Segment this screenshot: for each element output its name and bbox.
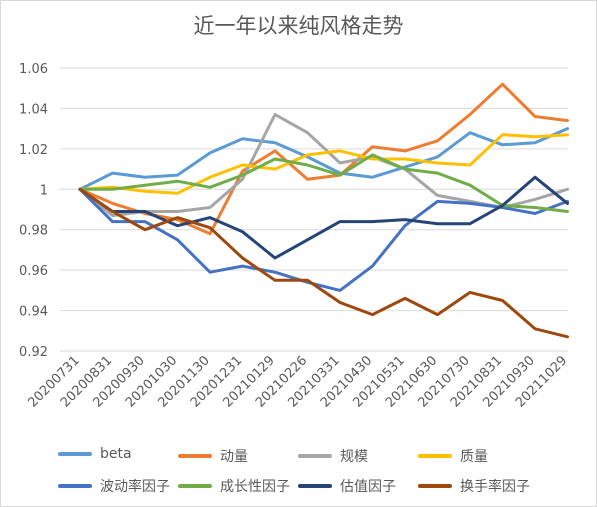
y-tick-label: 1	[40, 183, 48, 198]
legend-label: 动量	[220, 449, 248, 465]
legend-label: 波动率因子	[100, 479, 170, 495]
legend-item: beta	[58, 446, 132, 462]
legend-item: 估值因子	[298, 476, 396, 496]
line-chart: 0.920.940.960.9811.021.041.0620200731202…	[19, 62, 570, 411]
legend-item: 换手率因子	[418, 476, 530, 496]
legend-item: 规模	[298, 446, 368, 466]
legend-swatch	[58, 452, 92, 456]
series-line-7	[78, 175, 569, 260]
y-tick-label: 1.06	[19, 62, 48, 77]
legend-swatch	[178, 454, 212, 458]
series-line-1	[78, 127, 569, 191]
chart-title: 近一年以来纯风格走势	[193, 14, 404, 38]
legend-swatch	[298, 454, 332, 458]
y-tick-label: 1.04	[19, 102, 48, 117]
legend-label: 规模	[340, 449, 368, 465]
y-tick-label: 0.96	[19, 264, 48, 279]
legend-item: 动量	[178, 446, 248, 466]
series-line-2	[78, 82, 569, 236]
y-tick-label: 0.94	[19, 305, 48, 320]
legend-swatch	[418, 484, 452, 488]
series-line-8	[78, 187, 569, 339]
legend-label: 质量	[460, 449, 488, 465]
legend-label: beta	[100, 446, 132, 462]
legend-label: 估值因子	[340, 479, 396, 495]
legend-item: 成长性因子	[178, 476, 290, 496]
legend-item: 质量	[418, 446, 488, 466]
legend-swatch	[298, 484, 332, 488]
series-line-6	[78, 153, 569, 213]
series-line-5	[78, 187, 569, 292]
legend-label: 成长性因子	[220, 479, 290, 495]
y-tick-label: 0.98	[19, 224, 48, 239]
y-tick-label: 0.92	[19, 345, 48, 360]
legend-item: 波动率因子	[58, 476, 170, 496]
legend-swatch	[58, 484, 92, 488]
chart-legend: beta 动量 规模 质量波动率因子 成长性因子 估值因子 换手率因子	[0, 442, 597, 502]
series-line-4	[78, 133, 569, 195]
legend-swatch	[178, 484, 212, 488]
legend-swatch	[418, 454, 452, 458]
legend-label: 换手率因子	[460, 479, 530, 495]
y-tick-label: 1.02	[19, 143, 48, 158]
